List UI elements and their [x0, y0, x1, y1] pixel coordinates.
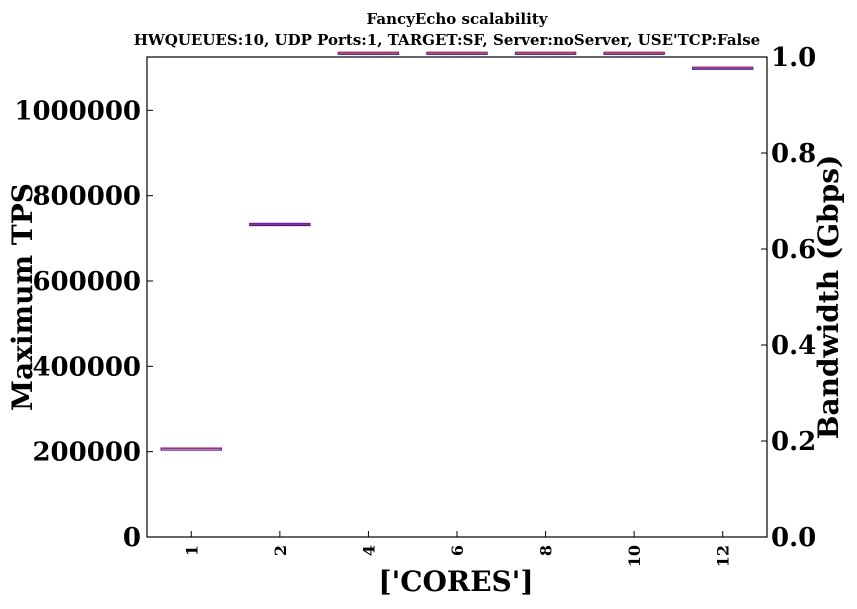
- y2-axis-label: Bandwidth (Gbps): [812, 155, 845, 439]
- x-tick-label: 6: [448, 545, 467, 556]
- x-tick-label: 12: [714, 545, 733, 567]
- y-tick-label: 400000: [32, 352, 141, 382]
- x-tick-label: 1: [182, 545, 201, 556]
- x-axis-label: ['CORES']: [378, 565, 533, 598]
- y-axis-label: Maximum TPS: [6, 183, 39, 411]
- x-tick-label: 4: [359, 545, 378, 556]
- x-tick-label: 10: [625, 545, 644, 567]
- y-tick-label: 600000: [32, 267, 141, 297]
- y-axis-right: 0.0 0.2 0.4 0.6 0.8 1.0: [761, 43, 816, 553]
- y-tick-label: 1000000: [14, 96, 141, 126]
- plot-area: [146, 56, 768, 538]
- y2-tick-label: 1.0: [771, 43, 816, 73]
- data-marks: [160, 51, 754, 451]
- y2-tick-label: 0.8: [771, 139, 816, 169]
- y2-tick-label: 0.2: [771, 427, 816, 457]
- chart-title: FancyEcho scalability: [367, 10, 549, 28]
- y-axis-left: 0 200000 400000 600000 800000 1000000: [14, 96, 153, 553]
- y2-tick-label: 0.0: [771, 523, 816, 553]
- x-axis: 1 2 4 6 8 10 12: [182, 531, 733, 567]
- x-tick-label: 8: [537, 545, 556, 556]
- y-tick-label: 0: [123, 523, 141, 553]
- chart-subtitle: HWQUEUES:10, UDP Ports:1, TARGET:SF, Ser…: [134, 31, 760, 49]
- x-tick-label: 2: [271, 545, 290, 556]
- y2-tick-label: 0.4: [771, 331, 816, 361]
- y-tick-label: 200000: [32, 438, 141, 468]
- y-tick-label: 800000: [32, 182, 141, 212]
- y2-tick-label: 0.6: [771, 235, 816, 265]
